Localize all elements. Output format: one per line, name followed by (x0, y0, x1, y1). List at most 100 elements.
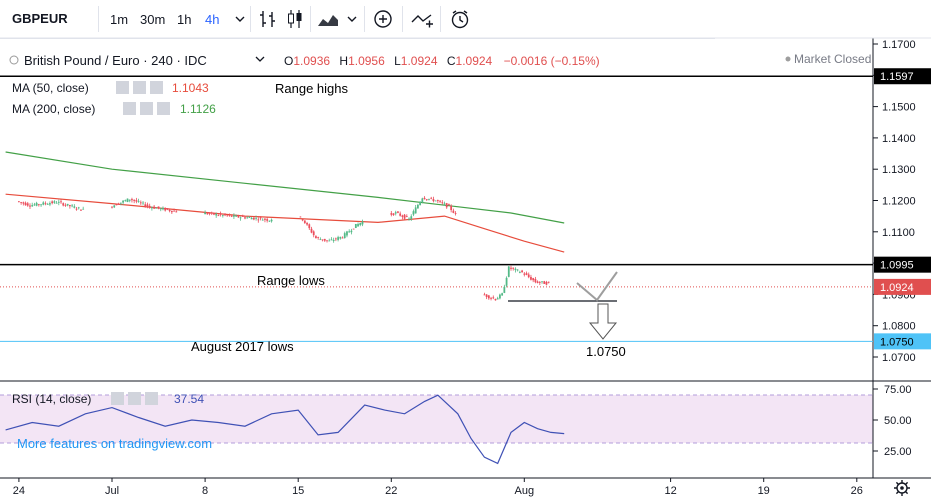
candle-body (128, 199, 131, 201)
candle-body (397, 211, 399, 213)
toolbar: GBPEUR 1m 30m 1h 4h (0, 0, 715, 39)
interval-1h-button[interactable]: 1h (177, 12, 192, 27)
candle-body (401, 215, 404, 217)
candle-body (419, 201, 422, 206)
watermark[interactable]: More features on tradingview.com (17, 436, 212, 451)
candle-body (213, 213, 215, 215)
market-status-dot (785, 56, 791, 62)
candle-body (64, 204, 67, 206)
time-tick-label: 15 (292, 485, 304, 497)
candle-body (516, 269, 519, 271)
ma200-group (5, 151, 565, 224)
candle-body (270, 219, 273, 222)
candle-body (405, 216, 408, 217)
candle-body (399, 213, 402, 216)
candle-body (490, 297, 492, 299)
annotation-range-highs: Range highs (275, 81, 348, 96)
candle-body (303, 220, 306, 223)
candle-body (394, 212, 397, 214)
candle-body (230, 215, 233, 217)
ohlc-l-label: L (394, 54, 401, 68)
candle-body (208, 212, 211, 214)
candle-body (71, 205, 73, 207)
ma50-settings-buttons[interactable] (116, 81, 163, 94)
candle-body (60, 201, 62, 203)
ohlc-c-value: 1.0924 (456, 54, 493, 68)
candle-body (326, 240, 328, 242)
candle-body (434, 200, 437, 202)
ma200-settings-buttons[interactable] (123, 102, 170, 115)
candle-body (33, 204, 36, 206)
candle-body (494, 298, 497, 301)
candle-body (122, 200, 124, 203)
candle-body (261, 219, 264, 221)
candle-body (228, 214, 231, 216)
symbol-selector[interactable]: GBPEUR (12, 11, 68, 26)
price-tick-label: 1.1300 (882, 164, 916, 176)
candle-body (244, 217, 246, 219)
time-tick-label: 22 (385, 485, 397, 497)
alert-clock-icon[interactable] (448, 8, 472, 30)
chevron-down-icon[interactable] (228, 8, 252, 30)
candle-body (425, 199, 428, 201)
series-dot (9, 55, 19, 65)
rsi-line (5, 394, 565, 465)
aug-2017-label-bg (874, 333, 931, 350)
candle-body (308, 224, 311, 229)
candle-body (206, 213, 209, 215)
interval-4h-button[interactable]: 4h (205, 12, 220, 27)
area-icon[interactable] (316, 8, 340, 30)
candle-body (315, 236, 317, 239)
ma200-label: MA (200, close) (12, 102, 95, 116)
candle-body (354, 223, 357, 229)
candle-body (423, 197, 426, 200)
candle-body (545, 282, 548, 285)
candle-body (510, 267, 512, 269)
time-tick-label: 26 (851, 485, 863, 497)
gear-icon[interactable] (894, 480, 910, 496)
interval-1m-button[interactable]: 1m (110, 12, 129, 27)
candle-body (518, 272, 521, 273)
rsi-value: 37.54 (174, 392, 204, 406)
candle-body (507, 266, 510, 277)
candle-body (35, 202, 38, 206)
candle-body (142, 202, 144, 204)
candle-body (421, 198, 424, 203)
candle-body (301, 219, 304, 221)
candle-body (248, 217, 251, 219)
indicators-plus-icon[interactable] (371, 8, 395, 30)
candles-icon[interactable] (283, 8, 307, 30)
ma50-value: 1.1043 (172, 81, 209, 95)
candle-body (68, 205, 71, 207)
candle-body (164, 208, 167, 211)
candle-body (310, 228, 313, 233)
candle-body (233, 215, 235, 217)
candle-body (390, 213, 393, 215)
toolbar-divider (364, 6, 365, 32)
rsi-tick-label: 75.00 (884, 384, 912, 396)
price-tick-label: 1.1500 (882, 102, 916, 114)
chevron-down-icon[interactable] (340, 8, 364, 30)
ohlc-c-label: C (447, 54, 456, 68)
candle-body (341, 237, 344, 239)
rsi-settings-buttons[interactable] (111, 392, 158, 405)
candle-body (119, 202, 122, 204)
candle-body (417, 204, 419, 209)
bar-style-icon[interactable] (256, 8, 280, 30)
candle-body (534, 278, 537, 283)
candle-body (57, 201, 60, 203)
candle-body (49, 203, 51, 205)
interval-30m-button[interactable]: 30m (140, 12, 166, 27)
compare-icon[interactable] (410, 8, 434, 30)
candle-body (224, 213, 226, 216)
candle-body (530, 276, 532, 280)
candle-body (352, 228, 355, 230)
price-tick-label: 1.1100 (882, 227, 915, 239)
chevron-down-icon[interactable] (255, 56, 265, 62)
candle-body (505, 277, 508, 286)
candle-body (334, 238, 337, 240)
candle-body (26, 203, 29, 206)
candle-body (448, 204, 450, 206)
candle-body (82, 208, 85, 210)
